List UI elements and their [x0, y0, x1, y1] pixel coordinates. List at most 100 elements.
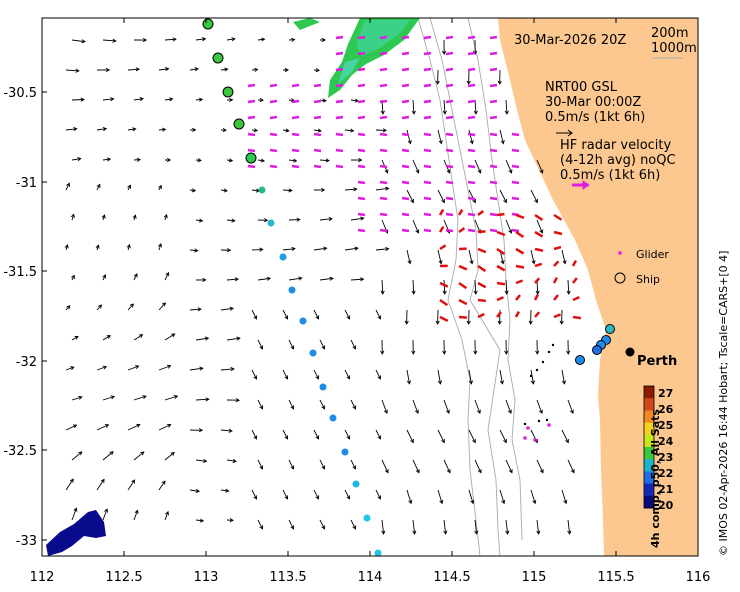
model-vector-head [71, 274, 75, 279]
hf-vector [423, 196, 432, 201]
model-vector-head [169, 97, 174, 102]
glider-track-point [299, 317, 307, 325]
model-vector-head [253, 495, 258, 500]
model-vector-head [170, 451, 175, 456]
hf-vector [357, 83, 366, 88]
hf-vector [357, 180, 366, 185]
hf-vector-red [572, 315, 582, 320]
hf-vector [401, 164, 410, 169]
model-vector [406, 189, 414, 203]
hf-vector [489, 164, 498, 169]
model-vector-head [350, 128, 355, 133]
model-vector-head [201, 37, 207, 42]
x-tick-label: 114.5 [433, 570, 470, 585]
glider-track [202, 18, 382, 557]
model-vector [251, 429, 257, 440]
y-tick-label: -33 [16, 534, 37, 549]
hf-vector [357, 99, 366, 104]
model-vector-head [105, 67, 111, 73]
model-vector-head [329, 276, 334, 281]
model-vector [195, 98, 203, 101]
y-tick-label: -32 [16, 355, 37, 370]
date-label: 30-Mar-2026 20Z [514, 33, 626, 48]
model-vector-head [81, 39, 86, 44]
x-tick-label: 116 [686, 570, 711, 585]
model-vector [350, 399, 356, 410]
model-vector-head [254, 67, 259, 72]
hf-vector-red [533, 293, 540, 301]
model-vector-head [474, 530, 479, 535]
model-vector-head [473, 350, 478, 355]
hf-vector [357, 115, 366, 120]
hf-vector [357, 51, 366, 56]
hf-vector [467, 83, 476, 88]
model-vector [443, 459, 451, 473]
model-vector-head [503, 198, 507, 204]
model-vector [96, 424, 109, 431]
model-vector-head [264, 218, 269, 223]
model-vector-head [468, 380, 474, 385]
model-vector-head [290, 525, 295, 530]
hf-vector [357, 148, 366, 153]
model-vector [164, 511, 169, 521]
model-vector [164, 98, 173, 101]
model-vector-head [136, 423, 141, 428]
model-vector-head [102, 365, 108, 370]
model-vector [71, 39, 85, 43]
model-vector [313, 247, 327, 251]
model-vector [530, 369, 534, 384]
hf-vector [401, 196, 410, 201]
hf-vector [489, 148, 498, 153]
model-vector [443, 99, 446, 114]
model-vector [158, 424, 171, 431]
model-vector-head [377, 315, 382, 320]
hf-vector-red [496, 281, 506, 286]
model-vector [375, 429, 381, 440]
model-vector [468, 189, 476, 203]
model-vector [474, 159, 481, 174]
model-vector-head [260, 158, 266, 163]
model-vector-head [325, 158, 330, 163]
model-vector-head [539, 169, 544, 174]
hf-vector-red [571, 259, 578, 267]
model-vector-head [165, 510, 169, 516]
model-vector [375, 369, 381, 380]
colorbar-segment [644, 398, 654, 411]
model-vector-head [224, 67, 229, 72]
hf-vector-red [439, 315, 449, 323]
model-vector-head [530, 380, 536, 385]
model-vector-head [569, 409, 574, 414]
model-vector-head [97, 304, 103, 309]
glider-track-point [329, 414, 337, 422]
y-tick-label: -31.5 [3, 265, 37, 280]
model-vector [226, 278, 239, 281]
model-vector [474, 279, 477, 295]
model-vector [226, 337, 240, 341]
model-vector-head [352, 465, 357, 470]
hf-vector [291, 148, 300, 153]
credit-text: © IMOS 02-Apr-2026 16:44 Hobart; Tscale=… [717, 251, 730, 556]
model-vector [350, 339, 356, 350]
model-vector-head [508, 229, 513, 234]
model-vector-head [360, 216, 365, 221]
hf-vector [511, 228, 520, 233]
model-vector [71, 508, 77, 521]
model-vector [257, 159, 265, 162]
hf-vector-red [496, 212, 505, 217]
model-vector [505, 459, 513, 473]
model-vector [251, 249, 263, 251]
model-vector [406, 249, 411, 264]
hf-vector [379, 180, 388, 185]
hf-vector [335, 83, 344, 88]
model-vector [127, 68, 140, 71]
model-vector [437, 129, 442, 144]
model-vector-head [226, 248, 232, 253]
model-vector [127, 424, 140, 431]
hf-vector [291, 99, 300, 104]
hf-vector [269, 83, 278, 88]
model-vector-head [298, 276, 303, 281]
model-vector-head [360, 277, 365, 282]
model-vector [133, 451, 145, 461]
model-vector-head [443, 530, 448, 535]
model-vector-head [75, 68, 80, 73]
